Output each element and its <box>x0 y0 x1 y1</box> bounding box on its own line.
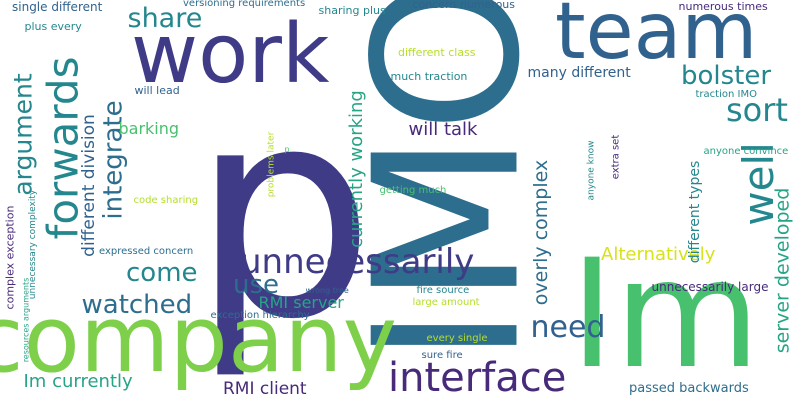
word-different-class: different class <box>398 45 476 59</box>
word-every-single: every single <box>426 333 488 344</box>
word-server-developed: server developed <box>771 187 794 353</box>
word-much-traction: much traction <box>390 69 468 83</box>
word-many-different: many different <box>527 65 631 81</box>
word-come: come <box>126 258 198 288</box>
word-p: p <box>191 46 376 383</box>
word-sure-fire: sure fire <box>421 350 463 361</box>
word-work: work <box>131 7 330 102</box>
word-need: need <box>530 310 606 345</box>
word-fire-source: fire source <box>416 285 470 296</box>
word-sharing-plus: sharing plus <box>318 3 386 17</box>
word-wrong-tree: wrong tree <box>305 286 349 295</box>
word-exception-hierarchy: exception hierarchy <box>210 310 310 321</box>
word-passed-backwards: passed backwards <box>629 380 749 396</box>
word-different-types: different types <box>687 160 704 264</box>
word-sort: sort <box>726 91 788 129</box>
word-versioning-requirements: versioning requirements <box>183 0 306 9</box>
word-rmi-client: RMI client <box>223 378 307 399</box>
word-large-amount: large amount <box>412 297 480 308</box>
word-barking: barking <box>118 119 180 138</box>
word-numerous-times: numerous times <box>678 0 768 13</box>
word-getting-much: getting much <box>379 185 447 196</box>
word-single-different: single different <box>12 0 103 14</box>
word-company: company <box>0 286 398 393</box>
word-overly-complex: overly complex <box>529 159 552 305</box>
word-unnecessarily-large: unnecessarily large <box>651 280 769 294</box>
word-problems-later: problems later <box>266 131 277 197</box>
word-use: use <box>233 270 280 300</box>
word-anyone-know: anyone know <box>586 140 597 200</box>
word-will-talk: will talk <box>408 119 478 140</box>
word-im-currently: Im currently <box>23 371 133 392</box>
word-p-small: p <box>284 145 290 154</box>
word-complex-exception: complex exception <box>3 205 17 309</box>
word-will-lead: will lead <box>134 83 180 97</box>
word-expressed-concern: expressed concern <box>99 246 194 257</box>
word-different-division: different division <box>78 113 99 257</box>
word-argument: argument <box>8 72 38 196</box>
word-extra-set: extra set <box>609 134 621 180</box>
word-resources-arguments: resources arguments <box>20 277 30 363</box>
word-traction-imo: traction IMO <box>695 89 757 100</box>
word-forwards: forwards <box>37 56 87 240</box>
word-code-sharing: code sharing <box>133 195 199 206</box>
word-team: team <box>555 0 758 77</box>
word-share: share <box>127 2 203 34</box>
word-rmi-server: RMI server <box>258 293 344 312</box>
word-im: Im <box>570 228 761 400</box>
word-anyone-convince: anyone convince <box>703 146 789 157</box>
word-watched: watched <box>81 290 193 320</box>
word-bolster: bolster <box>681 61 772 91</box>
word-alternatively: Alternatively <box>601 244 716 265</box>
word-plus-every: plus every <box>24 19 82 33</box>
word-interface: interface <box>388 355 567 400</box>
word-concern-numerous: concern numerous <box>412 0 516 11</box>
word-currently-working: currently working <box>345 90 367 248</box>
word-unnecessarily: unnecessarily <box>240 242 475 282</box>
